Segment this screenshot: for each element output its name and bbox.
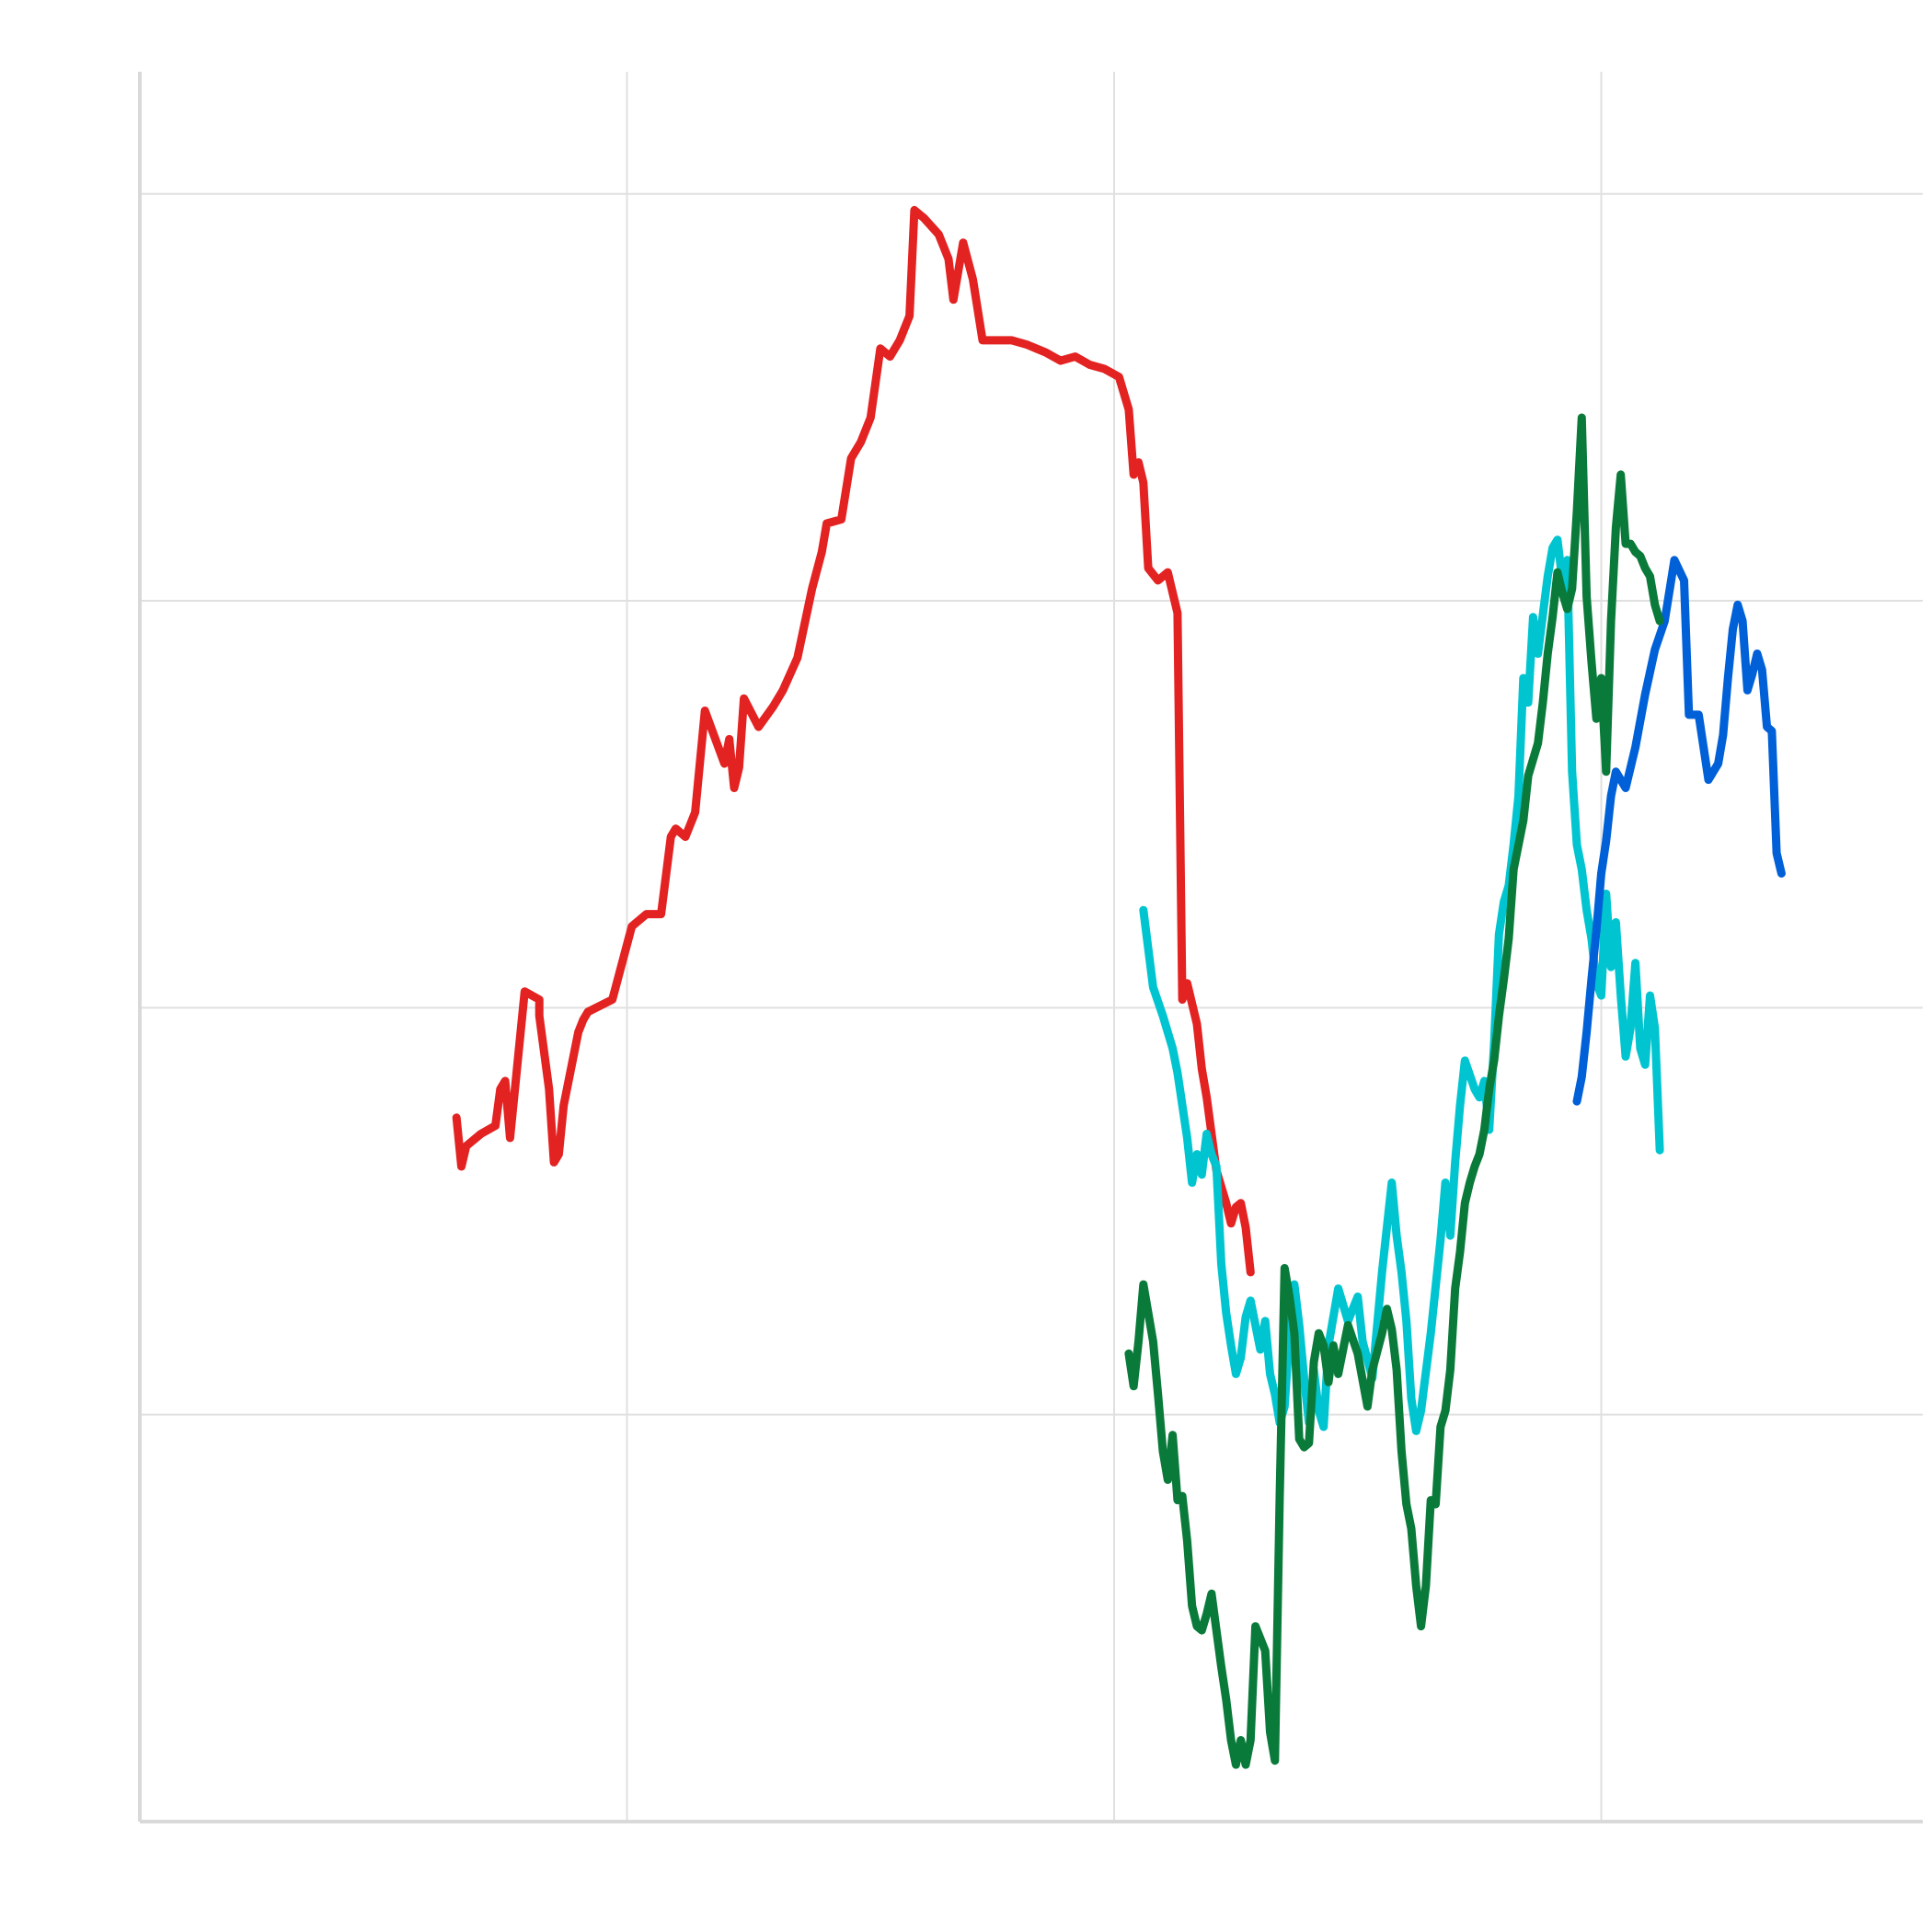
axes — [138, 72, 1923, 1823]
series-line-1 — [452, 205, 1255, 1277]
series-line-3 — [1572, 556, 1786, 1106]
series-lines — [452, 205, 1786, 1769]
series-line-2 — [1139, 535, 1664, 1435]
series-line-4 — [1124, 413, 1664, 1769]
gridlines — [140, 72, 1923, 1822]
